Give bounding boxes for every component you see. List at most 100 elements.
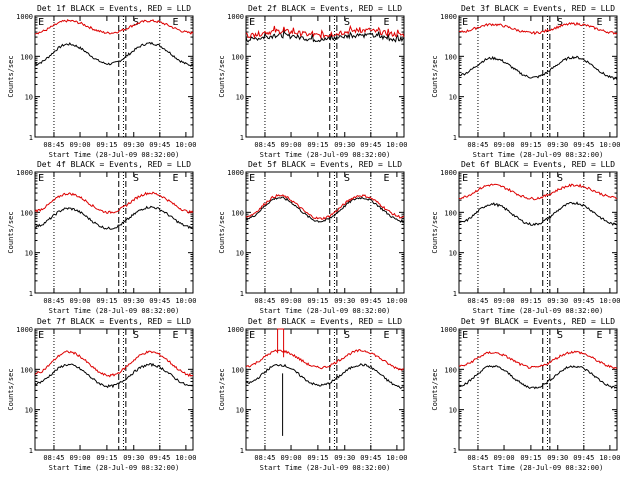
y-tick-label: 1000 <box>440 326 457 334</box>
event-marker: E <box>38 17 44 28</box>
panel-title: Det 6f BLACK = Events, RED = LLD <box>461 160 615 169</box>
x-tick-label: 09:15 <box>96 454 117 462</box>
y-tick-label: 100 <box>444 366 457 374</box>
x-tick-label: 09:00 <box>493 141 514 149</box>
series-lld-line <box>245 349 404 371</box>
plot-frame <box>245 15 405 138</box>
x-tick-label: 09:45 <box>149 454 170 462</box>
event-marker: E <box>249 173 255 184</box>
series-lld-line <box>458 21 618 35</box>
x-tick-label: 09:15 <box>307 141 328 149</box>
x-axis-label: Start Time (28-Jul-09 08:32:00) <box>260 464 391 472</box>
y-tick-label: 1000 <box>16 326 33 334</box>
x-axis-label: Start Time (28-Jul-09 08:32:00) <box>49 464 180 472</box>
plot-frame <box>458 171 618 294</box>
series-lld-line <box>34 191 194 214</box>
series-lld-line <box>458 183 618 201</box>
event-marker: S <box>133 330 139 341</box>
x-tick-label: 09:00 <box>69 454 90 462</box>
series-lld-line <box>245 193 405 220</box>
event-marker: E <box>383 173 389 184</box>
x-tick-label: 10:00 <box>599 454 620 462</box>
plot-frame <box>458 15 618 138</box>
y-tick-label: 100 <box>20 53 33 61</box>
y-tick-label: 1 <box>29 134 33 142</box>
panel-det-8: Det 8f BLACK = Events, RED = LLD 1 10 100 10… <box>218 317 407 472</box>
event-marker: E <box>38 330 44 341</box>
x-tick-label: 10:00 <box>599 141 620 149</box>
y-tick-label: 10 <box>449 407 457 415</box>
x-tick-label: 09:45 <box>573 297 594 305</box>
x-tick-label: 09:15 <box>520 141 541 149</box>
panel-title: Det 3f BLACK = Events, RED = LLD <box>461 4 615 13</box>
series-events-line <box>245 363 405 390</box>
x-tick-label: 10:00 <box>386 141 407 149</box>
x-tick-label: 09:45 <box>360 454 381 462</box>
y-tick-label: 1000 <box>227 326 244 334</box>
panel-det-4: Det 4f BLACK = Events, RED = LLD 1 10 100 10… <box>7 160 196 315</box>
event-marker: S <box>557 17 563 28</box>
x-axis-label: Start Time (28-Jul-09 08:32:00) <box>260 307 391 315</box>
y-tick-label: 10 <box>449 94 457 102</box>
series-events-line <box>458 201 618 226</box>
y-tick-label: 1000 <box>440 169 457 177</box>
panel-title: Det 5f BLACK = Events, RED = LLD <box>248 160 402 169</box>
series-lld-line <box>34 18 194 35</box>
x-tick-label: 10:00 <box>599 297 620 305</box>
plot-frame <box>34 328 194 451</box>
x-axis-label: Start Time (28-Jul-09 08:32:00) <box>49 307 180 315</box>
event-marker: E <box>462 330 468 341</box>
series-lld-line <box>458 350 618 370</box>
event-marker: E <box>38 173 44 184</box>
event-marker: E <box>596 173 602 184</box>
event-marker: E <box>596 17 602 28</box>
y-tick-label: 1000 <box>16 169 33 177</box>
event-marker: S <box>133 17 139 28</box>
x-tick-label: 09:45 <box>360 297 381 305</box>
y-tick-label: 1 <box>29 447 33 455</box>
x-axis-label: Start Time (28-Jul-09 08:32:00) <box>260 151 391 159</box>
y-tick-label: 1000 <box>227 13 244 21</box>
x-tick-label: 09:00 <box>493 454 514 462</box>
x-tick-label: 09:00 <box>280 454 301 462</box>
panel-det-1: Det 1f BLACK = Events, RED = LLD 1 10 100 10… <box>7 4 196 159</box>
x-tick-label: 10:00 <box>386 454 407 462</box>
series-events-line <box>34 362 194 389</box>
x-tick-label: 09:15 <box>520 297 541 305</box>
x-tick-label: 08:45 <box>254 141 275 149</box>
y-axis-label: Counts/sec <box>7 368 15 410</box>
x-tick-label: 08:45 <box>254 297 275 305</box>
x-tick-label: 08:45 <box>43 454 64 462</box>
y-tick-label: 1000 <box>440 13 457 21</box>
x-axis-label: Start Time (28-Jul-09 08:32:00) <box>49 151 180 159</box>
y-tick-label: 10 <box>25 250 33 258</box>
y-tick-label: 100 <box>231 53 244 61</box>
plot-frame <box>458 328 618 451</box>
event-marker: E <box>172 17 178 28</box>
x-axis-label: Start Time (28-Jul-09 08:32:00) <box>473 464 604 472</box>
event-marker: E <box>462 17 468 28</box>
series-events-line <box>458 365 618 390</box>
x-tick-label: 09:45 <box>573 141 594 149</box>
y-tick-label: 10 <box>25 94 33 102</box>
x-tick-label: 09:15 <box>96 297 117 305</box>
plot-frame <box>34 171 194 294</box>
x-tick-label: 09:45 <box>360 141 381 149</box>
x-tick-label: 09:15 <box>520 454 541 462</box>
y-tick-label: 10 <box>236 94 244 102</box>
y-axis-label: Counts/sec <box>7 55 15 97</box>
x-tick-label: 09:30 <box>334 297 355 305</box>
x-tick-label: 09:00 <box>69 141 90 149</box>
x-tick-label: 08:45 <box>467 297 488 305</box>
x-tick-label: 09:30 <box>123 141 144 149</box>
x-tick-label: 09:30 <box>334 141 355 149</box>
y-axis-label: Counts/sec <box>431 211 439 253</box>
y-tick-label: 100 <box>20 209 33 217</box>
x-tick-label: 08:45 <box>467 141 488 149</box>
plot-frame <box>245 171 405 294</box>
panel-det-9: Det 9f BLACK = Events, RED = LLD 1 10 100 10… <box>431 317 620 472</box>
x-tick-label: 09:45 <box>573 454 594 462</box>
panel-title: Det 4f BLACK = Events, RED = LLD <box>37 160 191 169</box>
